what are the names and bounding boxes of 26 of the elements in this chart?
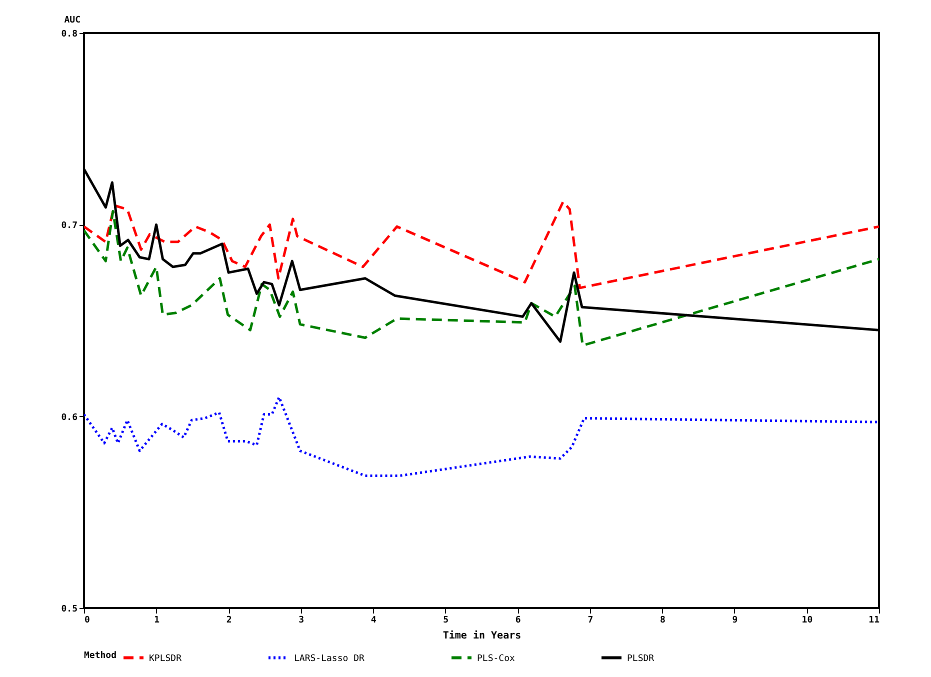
x-tick-label: 10 bbox=[802, 616, 813, 626]
line-series bbox=[84, 396, 879, 477]
x-axis-title: Time in Years bbox=[442, 630, 522, 642]
y-tick-label: 0.7 bbox=[61, 221, 78, 232]
x-tick-label: 11 bbox=[868, 616, 880, 626]
line-series bbox=[84, 200, 879, 290]
legend-label: PLSDR bbox=[627, 654, 655, 664]
x-tick-label: 8 bbox=[660, 616, 666, 626]
y-tick-label: 0.8 bbox=[61, 30, 78, 40]
x-tick-label: 3 bbox=[298, 616, 304, 626]
legend-label: KPLSDR bbox=[149, 654, 182, 664]
y-axis-title: AUC bbox=[64, 16, 80, 26]
line-series bbox=[84, 210, 879, 347]
y-tick-label: 0.5 bbox=[61, 604, 78, 614]
legend-label: LARS-Lasso DR bbox=[294, 654, 366, 664]
x-tick-label: 6 bbox=[515, 616, 521, 626]
legend-label: PLS-Cox bbox=[477, 654, 516, 664]
x-tick-label: 5 bbox=[443, 616, 449, 626]
x-tick-label: 9 bbox=[732, 616, 738, 626]
y-tick-label: 0.6 bbox=[61, 412, 78, 423]
x-tick-label: 1 bbox=[154, 616, 160, 626]
x-tick-label: 0 bbox=[84, 616, 90, 626]
x-tick-label: 4 bbox=[370, 616, 377, 626]
legend-title: Method bbox=[84, 651, 117, 661]
x-tick-label: 2 bbox=[226, 616, 232, 626]
x-tick-label: 7 bbox=[588, 616, 594, 626]
